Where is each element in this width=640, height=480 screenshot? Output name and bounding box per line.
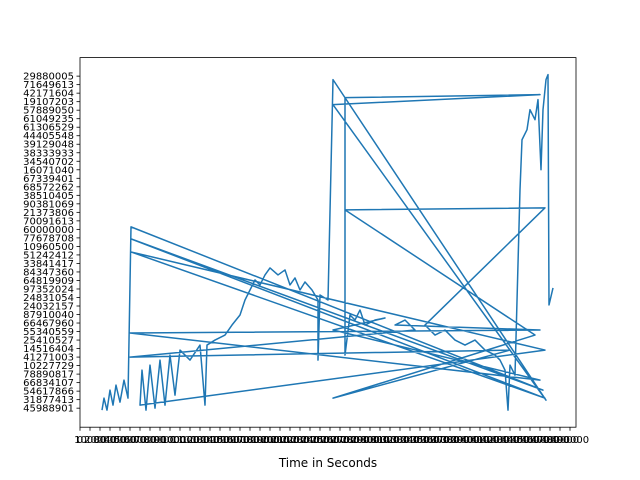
y-tick-label: 39129048 <box>23 140 74 151</box>
y-tick-label: 14516404 <box>23 344 74 355</box>
x-tick-label: 80000 <box>144 435 176 446</box>
x-tick-label: 160000 <box>221 435 259 446</box>
x-tick-label: 0 <box>77 435 83 446</box>
y-tick-label: 71649613 <box>23 80 74 91</box>
x-tick-label: 50000 <box>114 435 146 446</box>
x-tick-label: 360000 <box>421 435 459 446</box>
y-tick-label: 16071040 <box>23 165 74 176</box>
x-tick-label: 230000 <box>291 435 329 446</box>
y-tick-label: 19107203 <box>23 97 74 108</box>
x-tick-label: 40000 <box>104 435 136 446</box>
x-tick-label: 490000 <box>551 435 589 446</box>
y-tick-label: 60000000 <box>23 225 74 236</box>
x-tick-label: 260000 <box>321 435 359 446</box>
y-tick-label: 45988901 <box>23 404 74 415</box>
x-tick-label: 470000 <box>531 435 569 446</box>
y-tick-label: 44405548 <box>23 131 74 142</box>
x-tick-label: 320000 <box>381 435 419 446</box>
y-tick-label: 78890817 <box>23 370 74 381</box>
y-tick-label: 84347360 <box>23 267 74 278</box>
y-tick-label: 90381069 <box>23 199 74 210</box>
x-tick-label: 10000 <box>74 435 106 446</box>
axes-frame <box>79 57 577 428</box>
x-tick-label: 370000 <box>431 435 469 446</box>
x-tick-label: 400000 <box>461 435 499 446</box>
y-tick-label: 66467960 <box>23 319 74 330</box>
y-tick-label: 51242412 <box>23 250 74 261</box>
x-tick-label: 210000 <box>271 435 309 446</box>
y-tick-label: 38333933 <box>23 148 74 159</box>
x-tick-label: 70000 <box>134 435 166 446</box>
x-tick-label: 300000 <box>361 435 399 446</box>
y-tick-label: 77678708 <box>23 233 74 244</box>
x-tick-label: 310000 <box>371 435 409 446</box>
line-series <box>101 73 554 411</box>
x-tick-label: 170000 <box>231 435 269 446</box>
y-tick-label: 41271003 <box>23 353 74 364</box>
y-tick-label: 61306529 <box>23 123 74 134</box>
y-tick-label: 24831054 <box>23 293 74 304</box>
x-tick-label: 150000 <box>211 435 249 446</box>
x-tick-label: 120000 <box>181 435 219 446</box>
x-tick-label: 280000 <box>341 435 379 446</box>
x-tick-label: 350000 <box>411 435 449 446</box>
y-tick-label: 24032157 <box>23 302 74 313</box>
y-tick-label: 38510405 <box>23 191 74 202</box>
x-axis-label: Time in Seconds <box>278 456 377 470</box>
x-tick-label: 270000 <box>331 435 369 446</box>
x-tick-label: 290000 <box>351 435 389 446</box>
y-tick-label: 42171604 <box>23 89 74 100</box>
x-tick-label: 180000 <box>241 435 279 446</box>
y-tick-label: 29880005 <box>23 72 74 83</box>
y-tick-label: 34540702 <box>23 157 74 168</box>
x-tick-label: 90000 <box>154 435 186 446</box>
x-tick-label: 430000 <box>491 435 529 446</box>
y-tick-label: 57889050 <box>23 106 74 117</box>
x-tick-label: 410000 <box>471 435 509 446</box>
x-tick-label: 450000 <box>511 435 549 446</box>
y-tick-label: 68572262 <box>23 182 74 193</box>
x-tick-label: 420000 <box>481 435 519 446</box>
y-tick-label: 10960500 <box>23 242 74 253</box>
y-tick-label: 67339401 <box>23 174 74 185</box>
x-tick-label: 100000 <box>161 435 199 446</box>
x-tick-label: 140000 <box>201 435 239 446</box>
y-tick-label: 61049235 <box>23 114 74 125</box>
y-tick-label: 25410527 <box>23 336 74 347</box>
y-tick-label: 31877413 <box>23 395 74 406</box>
x-tick-label: 460000 <box>521 435 559 446</box>
x-tick-label: 20000 <box>84 435 116 446</box>
x-tick-label: 130000 <box>191 435 229 446</box>
x-tick-label: 390000 <box>451 435 489 446</box>
x-tick-label: 330000 <box>391 435 429 446</box>
x-tick-label: 30000 <box>94 435 126 446</box>
x-tick-label: 480000 <box>541 435 579 446</box>
x-tick-label: 340000 <box>401 435 439 446</box>
y-tick-label: 64819909 <box>23 276 74 287</box>
x-tick-label: 440000 <box>501 435 539 446</box>
x-tick-label: 110000 <box>171 435 209 446</box>
x-tick-label: 60000 <box>124 435 156 446</box>
y-tick-label: 54617866 <box>23 387 74 398</box>
y-tick-label: 10227729 <box>23 361 74 372</box>
x-tick-label: 250000 <box>311 435 349 446</box>
y-tick-label: 70091613 <box>23 216 74 227</box>
x-tick-label: 240000 <box>301 435 339 446</box>
y-tick-label: 55340559 <box>23 327 74 338</box>
y-tick-label: 87910040 <box>23 310 74 321</box>
y-tick-label: 97352024 <box>23 284 74 295</box>
x-tick-label: 200000 <box>261 435 299 446</box>
x-tick-label: 380000 <box>441 435 479 446</box>
x-tick-label: 190000 <box>251 435 289 446</box>
x-tick-label: 220000 <box>281 435 319 446</box>
y-tick-label: 21373806 <box>23 208 74 219</box>
y-tick-label: 66834107 <box>23 378 74 389</box>
y-tick-label: 33841417 <box>23 259 74 270</box>
